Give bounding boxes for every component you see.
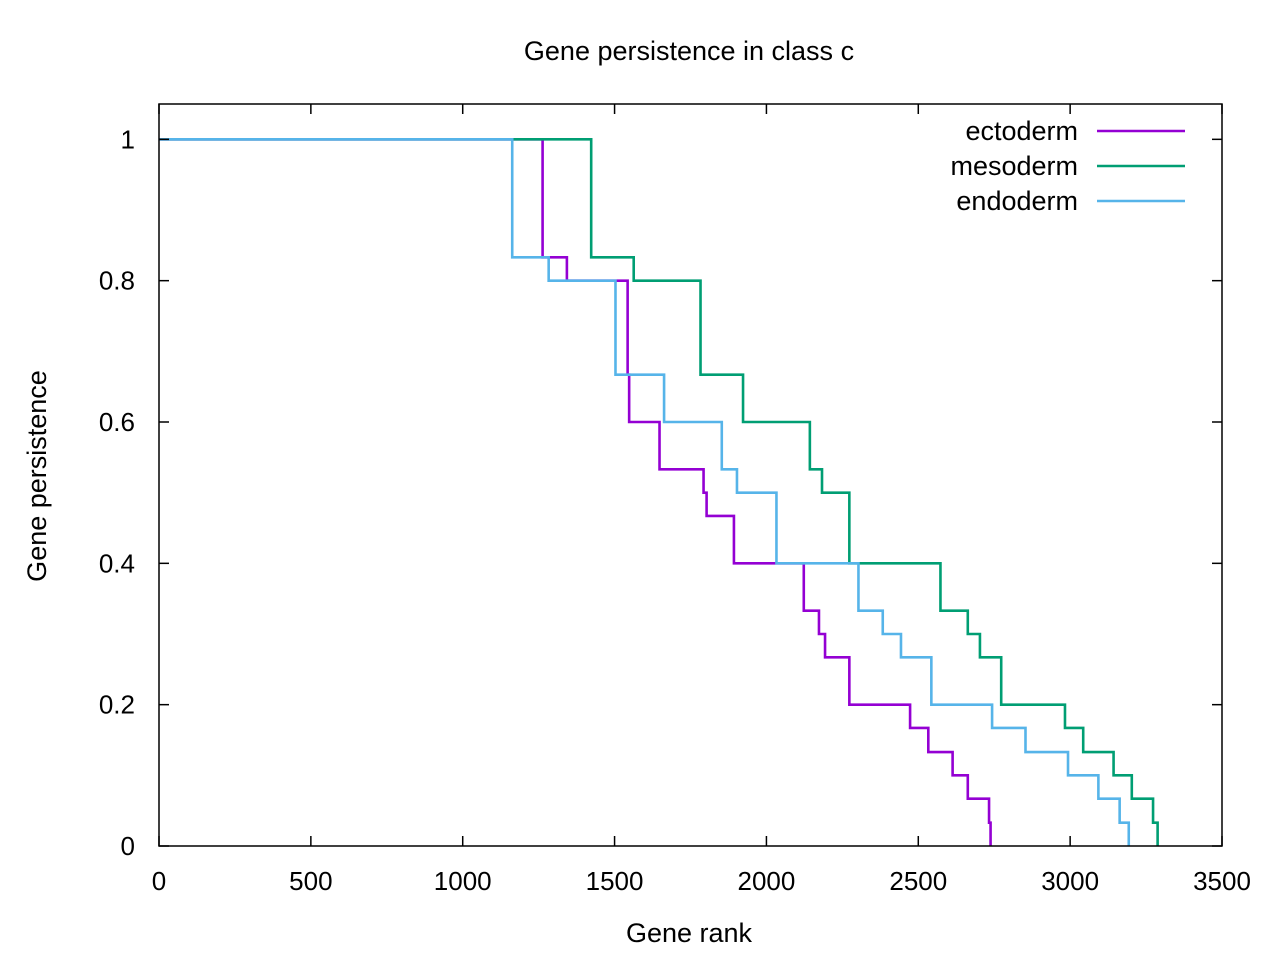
plot-series-layer [159, 138, 1159, 846]
y-tick-label: 0.2 [99, 690, 135, 720]
plot-frame [158, 103, 1223, 847]
x-tick-label: 2500 [889, 866, 947, 896]
x-tick-label: 1500 [586, 866, 644, 896]
chart-title: Gene persistence in class c [524, 36, 854, 66]
series-line-ectoderm [159, 138, 992, 846]
x-tick-label: 3500 [1193, 866, 1251, 896]
series-line-mesoderm [159, 138, 1159, 846]
x-tick-label: 0 [152, 866, 166, 896]
y-tick-label: 0.8 [99, 266, 135, 296]
x-tick-label: 2000 [738, 866, 796, 896]
x-axis-title: Gene rank [626, 918, 753, 948]
y-tick-label: 0.6 [99, 407, 135, 437]
y-tick-label: 0.4 [99, 548, 135, 578]
y-tick-label: 0 [121, 831, 135, 861]
x-tick-label: 500 [289, 866, 332, 896]
x-axis: 0 500 1000 1500 2000 2500 3000 3500 [152, 104, 1251, 896]
series-line-endoderm [159, 138, 1131, 846]
legend-label-mesoderm: mesoderm [950, 151, 1078, 181]
legend-label-ectoderm: ectoderm [965, 116, 1078, 146]
y-tick-label: 1 [121, 124, 135, 154]
y-axis-title: Gene persistence [22, 370, 52, 582]
legend: ectoderm mesoderm endoderm [950, 116, 1185, 216]
legend-label-endoderm: endoderm [956, 186, 1078, 216]
y-axis: 0 0.2 0.4 0.6 0.8 1 [99, 124, 1222, 861]
x-tick-label: 1000 [434, 866, 492, 896]
x-tick-label: 3000 [1041, 866, 1099, 896]
